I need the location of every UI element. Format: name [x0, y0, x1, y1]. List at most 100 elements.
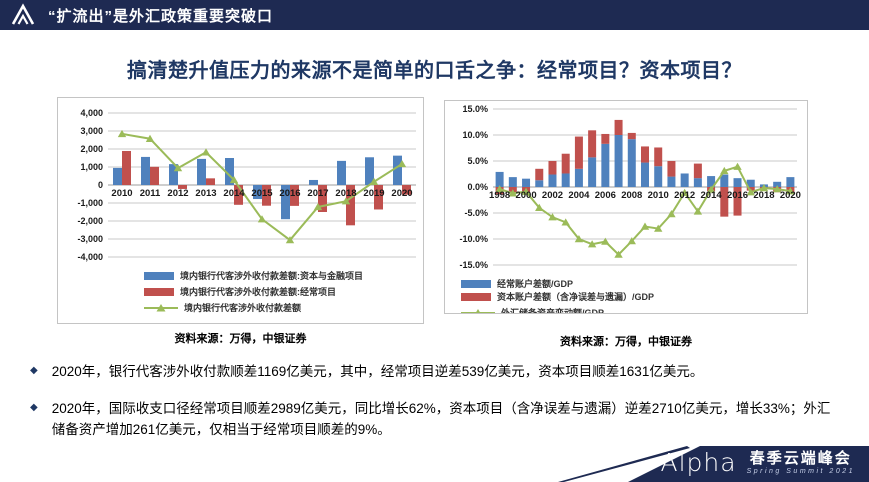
line-marker	[614, 250, 623, 258]
bar-segment	[574, 168, 583, 187]
legend-label: 境内银行代客涉外收付款差额:经常项目	[180, 287, 336, 297]
y-tick-label: 0	[98, 180, 103, 190]
line-marker	[117, 129, 127, 138]
bar	[337, 160, 346, 185]
bullet-item: ◆ 2020年，国际收支口径经常项目顺差2989亿美元，同比增长62%，资本项目…	[30, 398, 843, 441]
bar	[122, 150, 131, 185]
x-tick-label: 2002	[542, 190, 563, 201]
bar	[150, 166, 159, 185]
x-tick-label: 2017	[307, 188, 328, 199]
bar-segment	[574, 136, 583, 169]
legend-bar-swatch	[144, 287, 174, 296]
x-tick-label: 2004	[568, 190, 590, 201]
bar	[206, 178, 215, 185]
bar-segment	[641, 146, 649, 163]
bar-segment	[746, 179, 755, 187]
bar	[290, 185, 299, 206]
bar-segment	[588, 130, 597, 158]
line-marker	[548, 213, 557, 221]
x-tick-label: 2010	[111, 188, 132, 199]
line-marker	[574, 235, 584, 243]
bar-segment	[654, 147, 663, 167]
x-tick-label: 2018	[753, 190, 774, 201]
left-chart-svg: 4,000 3,000 2,000 1,000 0 -1,000 -2,000 -3,000 -…	[77, 108, 416, 262]
legend-item: 境内银行代客涉外收付款差额:资本与金融项目	[144, 269, 423, 282]
x-tick-label: 2016	[727, 190, 748, 201]
bar	[253, 185, 262, 200]
legend-label: 外汇储备资产变动额/GDP	[501, 308, 605, 314]
x-tick-label: 2000	[515, 190, 536, 201]
bar-segment	[548, 174, 557, 187]
event-block: 春季云端峰会 Spring Summit 2021	[747, 450, 855, 474]
legend-item: 境内银行代客涉外收付款差额:经常项目	[144, 285, 423, 298]
event-name: 春季云端峰会	[749, 450, 852, 468]
line-marker	[201, 148, 211, 156]
legend-triangle	[156, 303, 166, 311]
bar	[393, 155, 402, 185]
bar-segment	[641, 162, 649, 187]
line-marker	[746, 188, 755, 196]
x-tick-label: 2006	[595, 190, 616, 201]
x-tick-label: 1998	[489, 190, 510, 201]
x-tick-label: 2014	[701, 190, 723, 201]
line-marker	[706, 185, 716, 193]
bar	[141, 156, 150, 185]
bar-segment	[614, 135, 623, 187]
bar-segment	[535, 168, 544, 181]
line-marker	[313, 202, 323, 211]
legend-bar-swatch	[461, 292, 491, 301]
legend-label: 境内银行代客涉外收付款差额	[184, 303, 302, 313]
y-tick-label: 3,000	[80, 126, 103, 136]
banner-main	[628, 446, 869, 482]
left-chart-source: 资料来源：万得，中银证券	[174, 333, 307, 345]
bar-segment	[667, 161, 676, 177]
bar-segment	[680, 173, 689, 187]
x-tick-label: 2008	[621, 190, 642, 201]
line-marker	[640, 222, 650, 230]
line-marker	[601, 237, 610, 245]
bar-segment	[601, 143, 610, 187]
y-tick-label: 2,000	[80, 144, 103, 154]
line-marker	[654, 224, 663, 232]
footer-logo-block: Alpha 春季云端峰会 Spring Summit 2021	[660, 450, 855, 475]
y-tick-label: 15.0%	[462, 104, 488, 114]
legend-line-swatch	[144, 303, 178, 311]
bar	[225, 158, 234, 185]
bar-segment	[733, 187, 742, 216]
bar	[374, 185, 383, 210]
line-marker	[733, 162, 742, 170]
page-title: 搞清楚升值压力的来源不是简单的口舌之争：经常项目？资本项目？	[127, 60, 742, 82]
alpha-brand-text: Alpha	[660, 448, 737, 477]
y-tick-label: -10.0%	[459, 234, 488, 244]
bullet-list: ◆ 2020年，银行代客涉外收付款顺差1169亿美元，其中，经常项目逆差539亿…	[30, 361, 843, 456]
bar	[113, 167, 122, 185]
header-bar: “扩流出”是外汇政策重要突破口	[0, 0, 869, 30]
y-tick-label: -3,000	[77, 234, 103, 244]
y-tick-label: 0.0%	[467, 182, 488, 192]
bar-segment	[720, 174, 729, 187]
line-marker	[341, 197, 351, 205]
bar	[318, 185, 327, 212]
line-marker	[257, 215, 267, 223]
legend-label: 经常账户差额/GDP	[497, 279, 574, 289]
bar-segment	[627, 139, 636, 187]
line-marker	[145, 134, 155, 142]
bar-segment	[733, 178, 742, 187]
line-marker	[786, 187, 795, 195]
left-chart-legend: 境内银行代客涉外收付款差额:资本与金融项目境内银行代客涉外收付款差额:经常项目境…	[58, 264, 423, 314]
y-tick-label: -5.0%	[464, 208, 488, 218]
bar-segment	[627, 132, 636, 140]
diamond-bullet-icon: ◆	[30, 401, 38, 413]
x-tick-label: 2018	[335, 188, 356, 199]
line-marker	[561, 218, 570, 226]
bar	[262, 185, 271, 206]
bar-segment	[693, 178, 702, 187]
right-chart-legend: 经常账户差额/GDP 资本账户差额（含净误差与遗漏）/GDP 外汇储备资产变动额/G…	[445, 275, 807, 314]
bar-segment	[614, 119, 623, 135]
line-marker	[495, 185, 504, 193]
x-tick-label: 2016	[279, 188, 300, 199]
x-tick-label: 2013	[195, 188, 216, 199]
bar-segment	[535, 180, 544, 187]
line-marker	[508, 189, 518, 197]
bar-segment	[720, 187, 729, 217]
